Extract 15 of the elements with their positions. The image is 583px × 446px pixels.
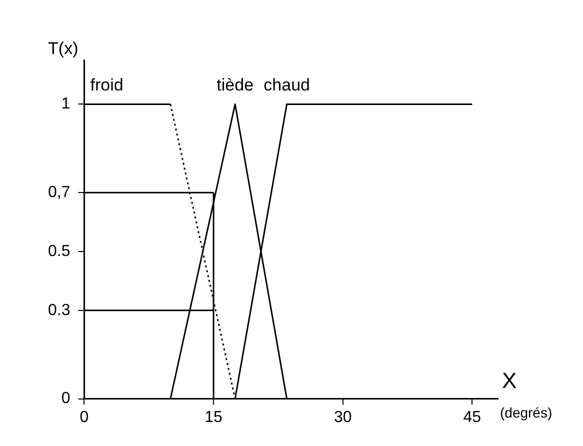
series-label: tiède xyxy=(216,75,254,94)
y-tick-label: 0,7 xyxy=(48,184,70,201)
y-tick-label: 0.5 xyxy=(48,242,70,260)
series-label: chaud xyxy=(264,75,310,94)
x-tick-label: 30 xyxy=(334,408,352,426)
y-tick-label: 1 xyxy=(61,96,70,113)
text: (degrés) xyxy=(500,404,552,421)
y-tick-label: 0.3 xyxy=(48,302,70,319)
y-axis-title: T(x) xyxy=(48,39,78,58)
x-tick-label: 0 xyxy=(80,408,89,426)
x-axis-title: X xyxy=(502,368,517,393)
x-tick-label: 15 xyxy=(204,408,223,426)
series-label: froid xyxy=(90,75,124,94)
x-tick-label: 45 xyxy=(463,408,482,426)
y-tick-label: 0 xyxy=(61,390,70,408)
